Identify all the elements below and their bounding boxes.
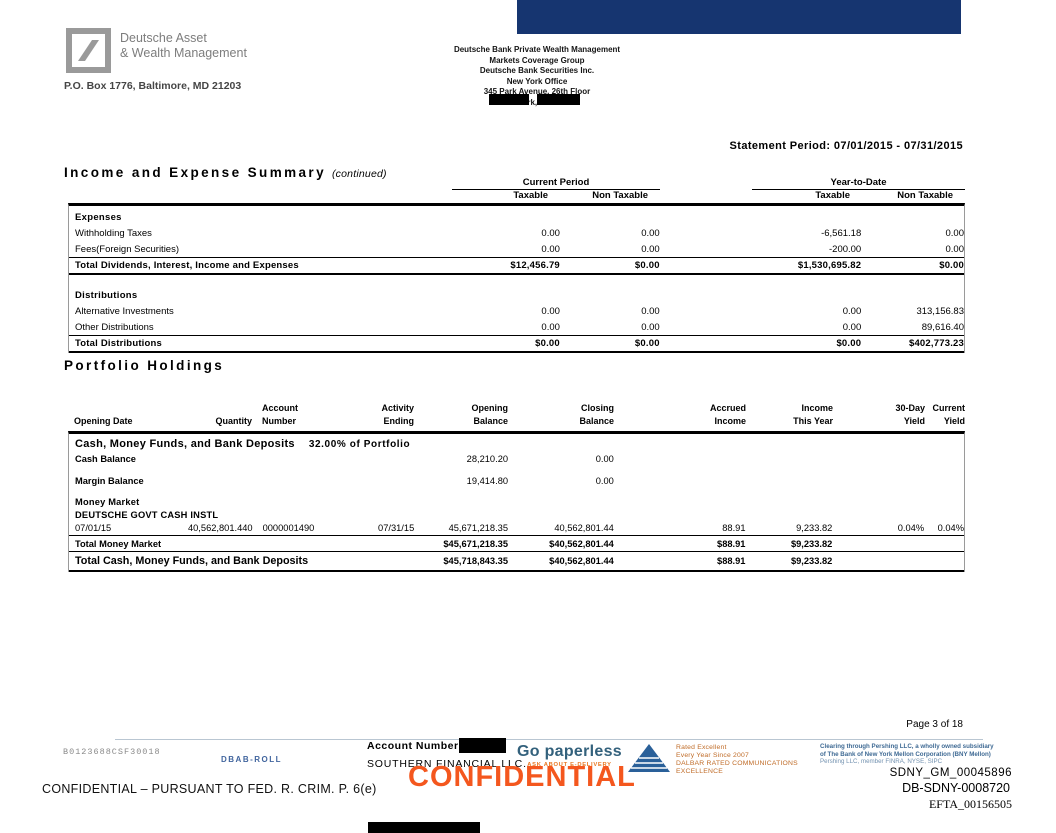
page-indicator: Page 3 of 18 — [906, 719, 963, 730]
col-group-year-to-date: Year-to-Date — [752, 177, 965, 190]
account-number-redaction — [459, 738, 506, 753]
expenses-total-row: Total Dividends, Interest, Income and Ex… — [69, 258, 964, 275]
brand-name: Deutsche Asset & Wealth Management — [120, 31, 247, 60]
table-row: Other Distributions 0.00 0.00 0.00 89,61… — [69, 319, 964, 336]
holdings-table: Cash, Money Funds, and Bank Deposits 32.0… — [68, 431, 965, 572]
table-row: Withholding Taxes 0.00 0.00 -6,561.18 0.… — [75, 227, 964, 239]
continued-note: (continued) — [331, 168, 387, 180]
pershing-clearing-text: Clearing through Pershing LLC, a wholly … — [820, 743, 994, 766]
income-table-header: Current Period Year-to-Date Taxable Non … — [68, 177, 965, 203]
dalbar-rating-text: Rated Excellent Every Year Since 2007 DA… — [676, 744, 798, 775]
return-address: P.O. Box 1776, Baltimore, MD 21203 — [64, 80, 242, 92]
confidential-legal-notice: CONFIDENTIAL – PURSUANT TO FED. R. CRIM.… — [42, 782, 377, 796]
portfolio-percentage: 32.00% of Portfolio — [308, 439, 411, 450]
distributions-total-row: Total Distributions $0.00 $0.00 $0.00 $4… — [69, 336, 964, 353]
top-navy-bar — [517, 0, 961, 34]
col-header-non-taxable: Non Taxable — [592, 190, 648, 201]
bates-number-db-sdny: DB-SDNY-0008720 — [902, 781, 1010, 795]
col-header-taxable-ytd: Taxable — [815, 190, 850, 201]
security-name: DEUTSCHE GOVT CASH INSTL — [75, 509, 219, 520]
holdings-section-title: Portfolio Holdings — [64, 358, 225, 373]
account-holder-name: SOUTHERN FINANCIAL LLC. — [367, 758, 527, 770]
total-money-market-row: Total Money Market $45,671,218.35 $40,56… — [69, 536, 964, 552]
security-data-row: 07/01/15 40,562,801.440 0000001490 07/31… — [69, 521, 964, 536]
holdings-table-header: Account Activity Opening Closing Accrued… — [74, 403, 965, 426]
account-number-label: Account Number: — [367, 740, 463, 752]
batch-code: B0123688CSF30018 — [63, 747, 161, 757]
expenses-heading: Expenses — [75, 212, 122, 223]
bates-number-efta: EFTA_00156505 — [928, 797, 1012, 811]
table-row: Alternative Investments 0.00 0.00 0.00 3… — [75, 305, 964, 317]
statement-period: Statement Period: 07/01/2015 - 07/31/201… — [729, 140, 963, 152]
money-market-heading: Money Market — [75, 496, 140, 507]
deutsche-bank-logo-icon — [66, 28, 111, 73]
confidential-watermark: CONFIDENTIAL — [408, 761, 636, 793]
table-row: Margin Balance 19,414.80 0.00 — [75, 476, 614, 486]
table-row: Fees(Foreign Securities) 0.00 0.00 -200.… — [69, 241, 964, 258]
total-cash-row: Total Cash, Money Funds, and Bank Deposi… — [69, 552, 964, 572]
col-header-non-taxable-ytd: Non Taxable — [897, 190, 953, 201]
table-row: Cash Balance 28,210.20 0.00 — [75, 454, 614, 464]
dalbar-pyramid-icon — [628, 744, 670, 779]
income-section-title: Income and Expense Summary (continued) — [64, 165, 387, 180]
office-address-block: Deutsche Bank Private Wealth Management … — [453, 45, 621, 107]
income-expense-table: Expenses Withholding Taxes 0.00 0.00 -6,… — [68, 203, 965, 353]
distributions-heading: Distributions — [75, 290, 138, 301]
redaction-box — [489, 94, 529, 105]
roll-code: DBAB-ROLL — [221, 755, 283, 764]
col-header-taxable: Taxable — [513, 190, 548, 201]
go-paperless-logo: Go paperless ASK ABOUT E-DELIVERY — [517, 743, 622, 768]
redaction-box — [537, 94, 580, 105]
bates-number-sdny-gm: SDNY_GM_00045896 — [889, 767, 1012, 779]
col-group-current-period: Current Period — [452, 177, 660, 190]
holdings-group-heading: Cash, Money Funds, and Bank Deposits 32.0… — [75, 438, 411, 450]
footer-divider — [115, 739, 983, 740]
redaction-box — [368, 822, 480, 833]
